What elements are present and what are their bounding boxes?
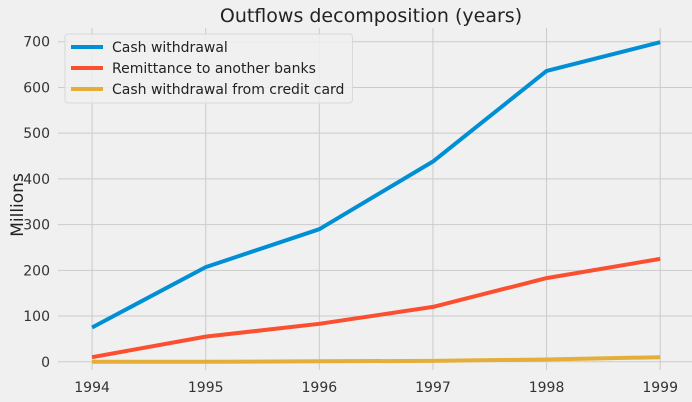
y-tick-label: 200 <box>23 263 50 279</box>
y-tick-label: 300 <box>23 218 50 234</box>
series-lines <box>91 40 661 364</box>
y-tick-label: 500 <box>23 126 50 142</box>
legend-label: Remittance to another banks <box>112 61 316 77</box>
x-tick-label: 1995 <box>188 380 224 396</box>
series-line-3 <box>92 355 661 364</box>
x-tick-label: 1994 <box>74 380 110 396</box>
y-tick-label: 700 <box>23 35 50 51</box>
x-tick-label: 1998 <box>529 380 565 396</box>
legend-box <box>64 33 353 104</box>
y-tick-label: 100 <box>23 309 50 325</box>
chart-title: Outflows decomposition (years) <box>220 5 522 27</box>
legend: Cash withdrawal Remittance to another ban… <box>64 33 353 104</box>
x-tick-label: 1997 <box>415 380 451 396</box>
legend-label: Cash withdrawal <box>112 40 228 56</box>
legend-label: Cash withdrawal from credit card <box>112 82 344 98</box>
y-axis-label: Millions <box>8 173 28 237</box>
y-tick-label: 400 <box>23 172 50 188</box>
x-tick-label: 1996 <box>302 380 338 396</box>
series-line-1 <box>91 40 661 330</box>
tick-labels: 0 100 200 300 400 500 600 700 1994 1995 1996 1997 19… <box>23 35 678 396</box>
y-tick-label: 0 <box>41 355 50 371</box>
series-line-2 <box>91 256 661 360</box>
x-tick-label: 1999 <box>642 380 678 396</box>
y-tick-label: 600 <box>23 80 50 96</box>
